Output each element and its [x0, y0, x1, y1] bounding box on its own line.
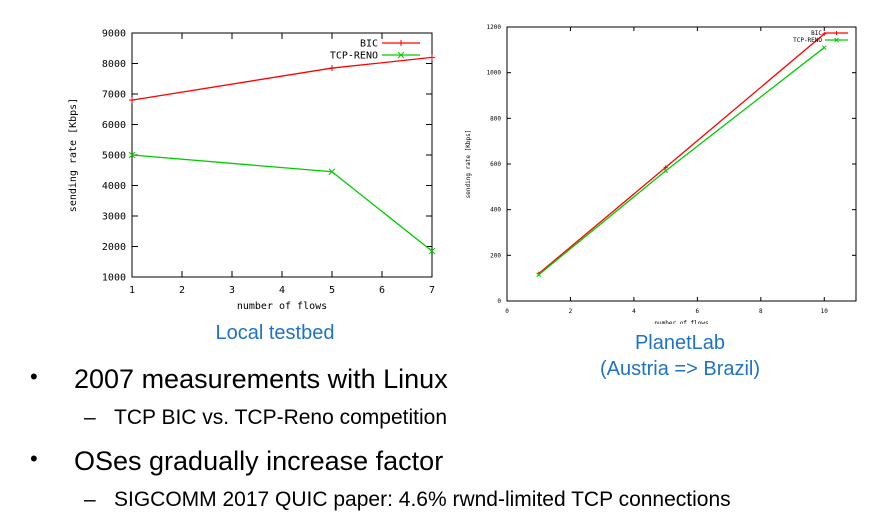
plot-frame — [506, 26, 857, 302]
y-axis-label: sending rate [Kbps] — [465, 130, 472, 199]
data-point-bic — [429, 54, 435, 61]
y-tick-label: 800 — [490, 115, 501, 122]
chart-planetlab: 0 200 400 600 800 1000 1200 0 2 4 6 8 10 number of fl… — [465, 24, 857, 324]
data-point-tcp-reno — [328, 168, 336, 176]
bullet-text-1: 2007 measurements with Linux — [74, 364, 448, 394]
series-line-tcp-reno — [131, 154, 433, 252]
x-tick-label: 8 — [759, 308, 763, 315]
bullet-item-2: • OSes gradually increase factor — [30, 446, 444, 477]
caption-planetlab: PlanetLab (Austria => Brazil) — [560, 330, 800, 382]
caption-planetlab-title: PlanetLab — [634, 332, 726, 354]
caption-local-testbed: Local testbed — [215, 322, 335, 344]
marker-stroke — [128, 151, 136, 159]
y-tick-label: 3000 — [102, 211, 126, 222]
x-tick-label: 4 — [279, 285, 285, 296]
series-line-bic — [131, 56, 433, 101]
series-line-bic — [538, 33, 825, 275]
data-point-tcp-reno — [128, 151, 136, 159]
y-tick-label: 6000 — [102, 120, 126, 131]
legend-label-bic: BIC — [811, 30, 822, 37]
legend-marker — [397, 51, 405, 59]
x-tick-label: 2 — [569, 308, 573, 315]
data-point-tcp-reno — [821, 45, 827, 50]
x-tick-label: 0 — [505, 308, 509, 315]
series-line-tcp-reno — [538, 47, 825, 276]
y-tick-label: 1000 — [487, 70, 502, 77]
y-tick-label: 7000 — [102, 89, 126, 100]
data-point-bic — [329, 65, 335, 72]
y-tick-label: 600 — [490, 161, 501, 168]
sub-item-2: – SIGCOMM 2017 QUIC paper: 4.6% rwnd-lim… — [84, 488, 731, 512]
x-tick-label: 6 — [379, 285, 385, 296]
caption-planetlab-route: (Austria => Brazil) — [599, 358, 761, 380]
data-point-tcp-reno — [663, 168, 668, 174]
data-point-bic — [663, 165, 668, 170]
y-tick-label: 4000 — [102, 181, 126, 192]
marker-stroke — [536, 272, 542, 278]
x-tick-label: 4 — [632, 308, 636, 315]
data-point-tcp-reno — [536, 272, 542, 278]
bullet-text-2: OSes gradually increase factor — [74, 446, 444, 476]
y-tick-label: 0 — [497, 298, 501, 305]
marker-stroke — [428, 247, 436, 255]
sub-item-1: – TCP BIC vs. TCP-Reno competition — [84, 406, 448, 430]
legend-label-bic: BIC — [360, 38, 378, 49]
plot-frame — [131, 32, 433, 278]
x-tick-label: 6 — [696, 308, 700, 315]
legend-label-tcp-reno: TCP-RENO — [793, 37, 822, 44]
dash-icon: – — [84, 406, 96, 429]
y-tick-label: 200 — [490, 252, 501, 259]
data-point-bic — [822, 31, 827, 36]
legend-marker — [834, 37, 839, 43]
x-axis-label: number of flows — [237, 301, 327, 312]
data-point-tcp-reno — [428, 247, 436, 255]
bullet-icon: • — [30, 446, 38, 471]
marker-stroke — [821, 45, 827, 50]
bullet-icon: • — [30, 364, 38, 389]
legend-label-tcp-reno: TCP-RENO — [330, 50, 378, 61]
bullet-item-1: • 2007 measurements with Linux — [30, 364, 448, 395]
y-tick-label: 1200 — [487, 24, 502, 31]
y-axis-label: sending rate [Kbps] — [68, 98, 79, 212]
chart-local-testbed: 1000 2000 3000 4000 5000 6000 7000 8000 9000 1 2 3 4… — [68, 28, 436, 312]
y-tick-label: 9000 — [102, 28, 126, 39]
x-axis-label: number of flows — [654, 320, 709, 324]
y-tick-label: 400 — [490, 207, 501, 214]
y-tick-label: 8000 — [102, 59, 126, 70]
sub-text-2: SIGCOMM 2017 QUIC paper: 4.6% rwnd-limit… — [114, 488, 731, 511]
y-tick-label: 5000 — [102, 150, 126, 161]
y-tick-label: 1000 — [102, 272, 126, 283]
y-tick-label: 2000 — [102, 242, 126, 253]
x-tick-label: 5 — [329, 285, 335, 296]
data-point-bic — [129, 97, 135, 104]
x-tick-label: 7 — [429, 285, 435, 296]
x-tick-label: 2 — [179, 285, 185, 296]
sub-text-1: TCP BIC vs. TCP-Reno competition — [114, 406, 448, 429]
x-tick-label: 1 — [129, 285, 135, 296]
marker-stroke — [328, 168, 336, 176]
marker-stroke — [663, 168, 668, 174]
x-tick-label: 10 — [821, 308, 829, 315]
x-tick-label: 3 — [229, 285, 235, 296]
dash-icon: – — [84, 488, 96, 511]
